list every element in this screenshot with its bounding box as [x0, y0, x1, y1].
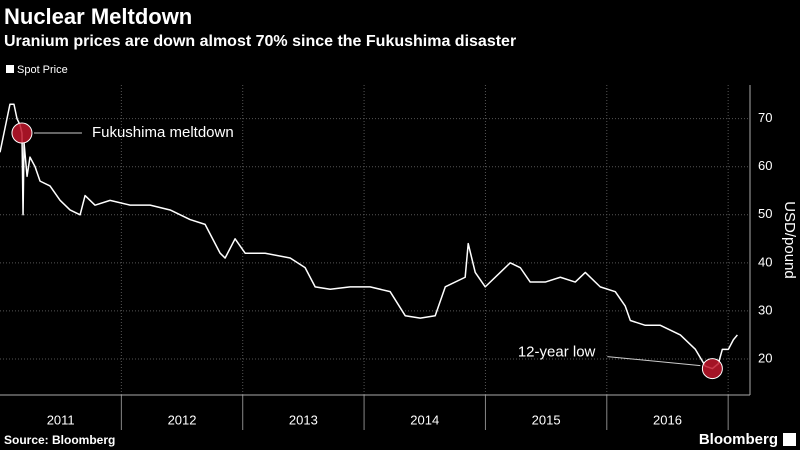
y-tick-label: 70 — [758, 110, 772, 125]
annotation-leader — [607, 356, 701, 367]
legend-swatch — [6, 65, 14, 73]
line — [0, 103, 738, 370]
y-tick-label: 30 — [758, 302, 772, 317]
y-tick-label: 40 — [758, 254, 772, 269]
brand-icon — [783, 433, 796, 446]
annotation-marker — [701, 358, 723, 380]
y-axis-title: USD/pound — [781, 201, 798, 279]
brand: Bloomberg — [699, 431, 778, 448]
annotation-label: Fukushima meltdown — [92, 124, 234, 141]
y-tick-label: 50 — [758, 206, 772, 221]
legend-label: Spot Price — [17, 64, 68, 76]
x-tick-label: 2013 — [289, 412, 318, 427]
annotation-marker — [11, 122, 33, 144]
chart-subtitle: Uranium prices are down almost 70% since… — [4, 33, 516, 50]
x-tick-label: 2011 — [47, 412, 75, 427]
x-tick-label: 2016 — [653, 412, 682, 427]
x-tick-label: 2015 — [532, 412, 561, 427]
y-tick-label: 60 — [758, 158, 772, 173]
x-tick-label: 2014 — [410, 412, 439, 427]
chart-title: Nuclear Meltdown — [4, 4, 192, 29]
x-tick-label: 2012 — [168, 412, 197, 427]
annotation-label: 12-year low — [518, 344, 596, 361]
source: Source: Bloomberg — [4, 433, 115, 447]
y-tick-label: 20 — [758, 350, 772, 365]
